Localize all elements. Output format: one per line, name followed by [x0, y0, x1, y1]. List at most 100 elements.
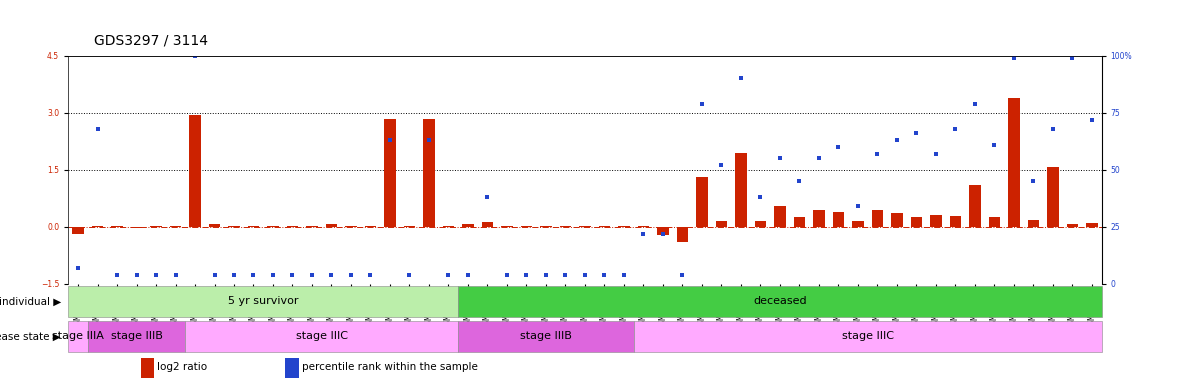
Point — [302, 271, 321, 278]
Point — [1083, 116, 1102, 122]
Point — [673, 271, 692, 278]
Bar — [68, 286, 458, 317]
Text: disease state ▶: disease state ▶ — [0, 331, 61, 341]
Bar — [404, 226, 415, 227]
Point — [380, 137, 399, 143]
Point — [68, 265, 87, 271]
Point — [829, 144, 847, 150]
Point — [907, 130, 926, 136]
Point — [965, 101, 984, 107]
Text: 5 yr survivor: 5 yr survivor — [228, 296, 299, 306]
Bar — [287, 226, 298, 227]
Text: percentile rank within the sample: percentile rank within the sample — [301, 362, 478, 372]
Point — [264, 271, 282, 278]
Point — [341, 271, 360, 278]
Bar — [424, 119, 434, 227]
Point — [867, 151, 886, 157]
Point — [634, 230, 653, 237]
Text: log2 ratio: log2 ratio — [158, 362, 207, 372]
Point — [88, 126, 107, 132]
Point — [576, 271, 594, 278]
Point — [205, 271, 224, 278]
Point — [771, 155, 790, 161]
Bar — [950, 216, 962, 227]
Bar — [832, 212, 844, 227]
Bar — [599, 226, 611, 227]
Bar — [306, 226, 318, 227]
Bar — [481, 222, 493, 227]
Bar — [774, 206, 786, 227]
Bar — [111, 226, 122, 227]
Bar — [696, 177, 707, 227]
Bar — [247, 226, 259, 227]
Bar — [72, 227, 84, 233]
Bar — [463, 225, 474, 227]
Point — [751, 194, 770, 200]
Point — [810, 155, 829, 161]
Bar — [189, 115, 201, 227]
Bar — [92, 226, 104, 227]
Point — [614, 271, 633, 278]
Bar — [911, 217, 923, 227]
Bar — [326, 224, 338, 227]
Point — [419, 137, 438, 143]
Point — [1044, 126, 1063, 132]
Point — [1063, 55, 1082, 61]
Bar — [1008, 98, 1019, 227]
Point — [556, 271, 574, 278]
Text: stage IIIB: stage IIIB — [111, 331, 162, 341]
Bar — [852, 221, 864, 227]
Point — [166, 271, 185, 278]
Bar — [872, 210, 883, 227]
Bar — [501, 226, 513, 227]
Text: deceased: deceased — [753, 296, 806, 306]
Bar — [458, 286, 1102, 317]
Point — [225, 271, 244, 278]
Bar — [1066, 224, 1078, 227]
Bar — [208, 225, 220, 227]
Point — [712, 162, 731, 168]
Point — [849, 203, 867, 209]
Bar — [151, 226, 162, 227]
Point — [732, 75, 751, 81]
Bar — [754, 221, 766, 227]
Bar — [969, 185, 980, 227]
Bar — [1028, 220, 1039, 227]
Bar — [267, 226, 279, 227]
Bar — [131, 227, 142, 228]
Point — [478, 194, 497, 200]
Point — [946, 126, 965, 132]
Point — [517, 271, 536, 278]
Point — [790, 178, 809, 184]
Bar — [716, 221, 727, 227]
Bar — [793, 217, 805, 227]
Bar — [638, 226, 650, 227]
Bar — [633, 321, 1102, 352]
Bar — [579, 226, 591, 227]
Bar — [736, 152, 746, 227]
Point — [985, 142, 1004, 148]
Point — [537, 271, 556, 278]
Text: stage IIIB: stage IIIB — [520, 331, 572, 341]
Text: individual ▶: individual ▶ — [0, 296, 61, 306]
Bar — [559, 226, 571, 227]
Bar — [891, 214, 903, 227]
Point — [322, 271, 341, 278]
Point — [439, 271, 458, 278]
Bar — [657, 227, 669, 235]
Point — [1004, 55, 1023, 61]
Point — [1024, 178, 1043, 184]
Point — [498, 271, 517, 278]
Bar — [540, 226, 552, 227]
Bar — [1048, 167, 1059, 227]
Point — [926, 151, 945, 157]
Point — [596, 271, 614, 278]
Bar — [930, 215, 942, 227]
Point — [400, 271, 419, 278]
Bar — [228, 226, 240, 227]
Bar — [520, 226, 532, 227]
Point — [284, 271, 302, 278]
Bar — [1086, 223, 1098, 227]
Point — [147, 271, 166, 278]
Point — [692, 101, 711, 107]
